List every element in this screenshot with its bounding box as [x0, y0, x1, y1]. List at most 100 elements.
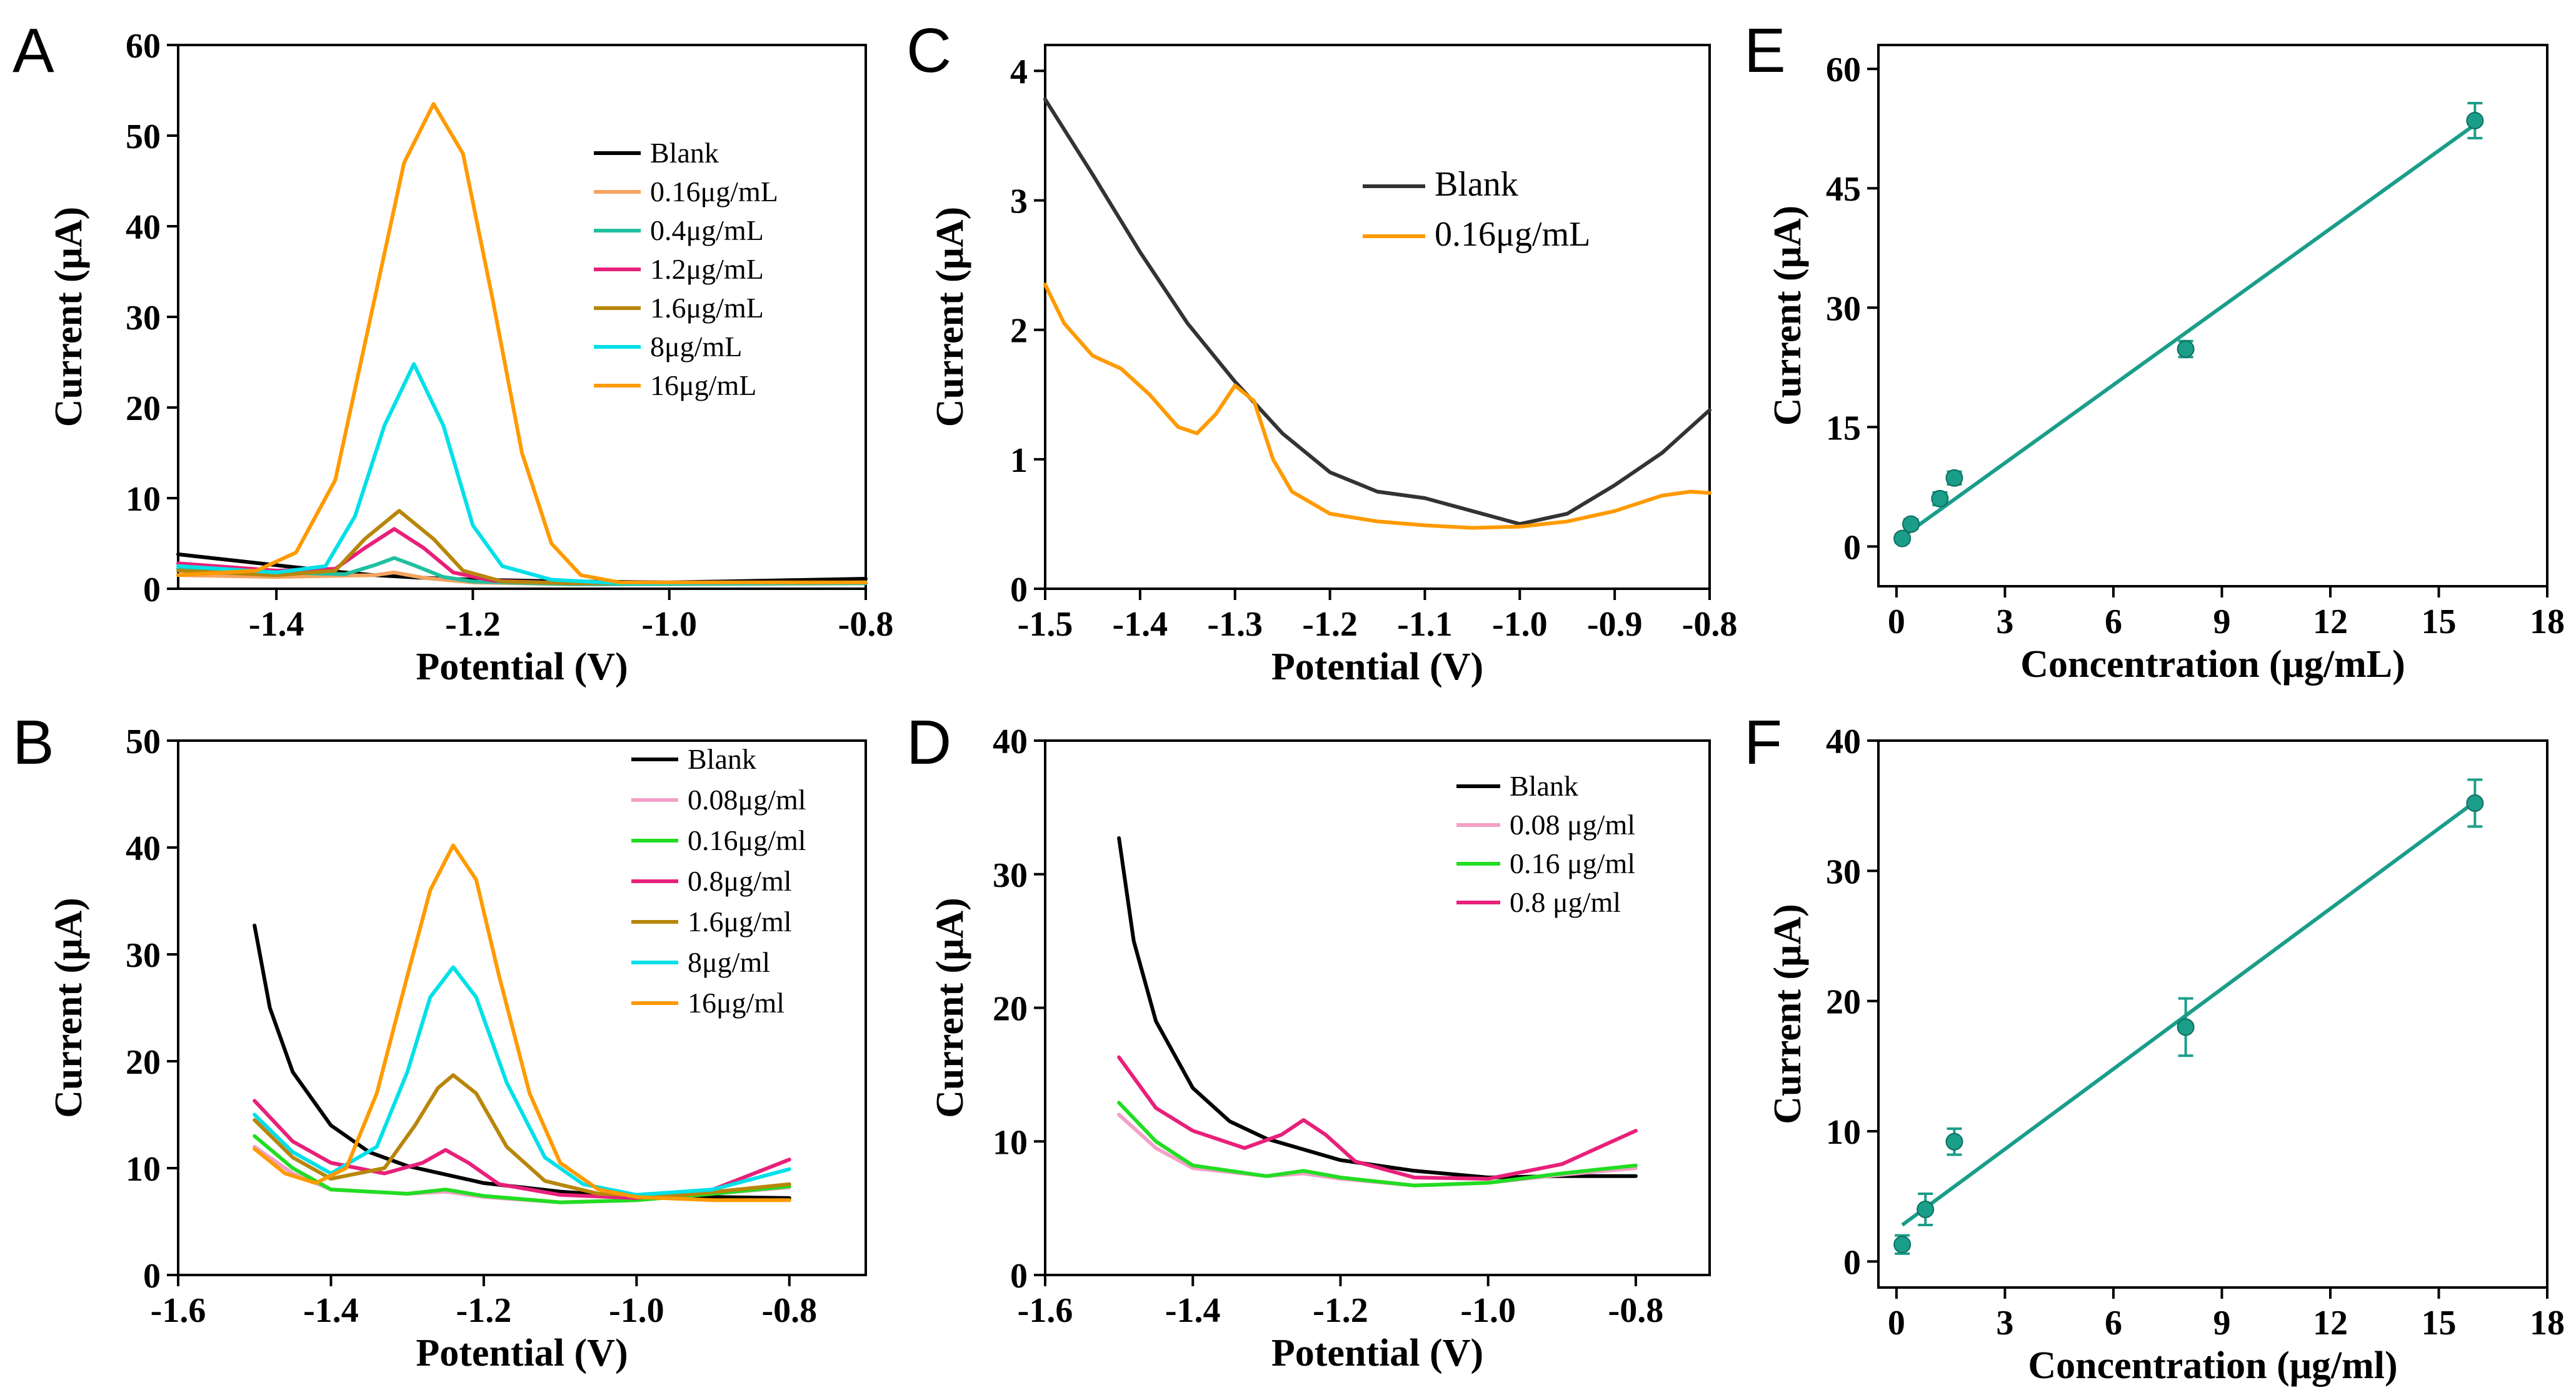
x-tick-label: 18 [2530, 1304, 2565, 1342]
y-tick-label: 60 [126, 27, 161, 66]
x-axis-title: Potential (V) [416, 1332, 628, 1374]
legend-label: Blank [1435, 165, 1518, 204]
data-point [2466, 794, 2484, 812]
legend-label: 1.2μg/mL [650, 253, 764, 285]
legend-label: 8μg/ml [688, 946, 770, 978]
y-axis-title: Current (μA) [1767, 206, 1809, 426]
y-tick-label: 40 [126, 829, 161, 868]
panel-letter: E [1744, 16, 1786, 86]
x-tick-label: 18 [2530, 602, 2565, 641]
y-tick-label: 45 [1826, 170, 1861, 209]
x-tick-label: -1.0 [1492, 605, 1548, 644]
legend: Blank 0.16μg/mL [1363, 165, 1590, 254]
legend-label: 0.8 μg/ml [1510, 886, 1621, 918]
panel-e: E 0 3 6 9 12 15 18 0 15 30 45 60 Concentration (μg/mL… [1744, 16, 2565, 686]
y-tick-label: 60 [1826, 51, 1861, 89]
panel-letter: D [906, 708, 951, 778]
data-point [1902, 515, 1920, 533]
legend-label: 0.08μg/ml [688, 784, 806, 816]
x-tick-label: -1.4 [1165, 1291, 1221, 1330]
series-line [253, 965, 791, 1197]
x-tick-label: 3 [1996, 1304, 2013, 1342]
series-line [1117, 1101, 1638, 1188]
x-tick-label: -1.4 [249, 605, 304, 644]
x-tick-label: -1.3 [1207, 605, 1263, 644]
series-line [1043, 282, 1711, 530]
x-tick-label: 6 [2105, 1304, 2122, 1342]
panel-a: A -1.4 -1.2 -1.0 -0.8 0 10 20 30 40 50 60 Potential … [13, 16, 893, 688]
y-axis-title: Current (μA) [929, 898, 971, 1118]
y-tick-label: 15 [1826, 409, 1861, 448]
y-tick-label: 2 [1010, 312, 1028, 351]
y-tick-label: 0 [143, 1257, 161, 1296]
x-tick-label: 15 [2421, 1304, 2456, 1342]
data-point [1945, 1132, 1963, 1151]
legend-label: Blank [1510, 770, 1578, 802]
x-tick-label: -1.4 [1113, 605, 1168, 644]
panel-c: C -1.5 -1.4 -1.3 -1.2 -1.1 -1.0 -0.9 -0.8 0 1 2 3 4 Po… [906, 16, 1737, 688]
x-tick-label: -0.8 [761, 1291, 817, 1330]
x-tick-label: 12 [2313, 1304, 2348, 1342]
x-tick-label: 0 [1888, 602, 1905, 641]
y-tick-label: 20 [126, 1043, 161, 1082]
x-tick-label: -1.2 [1313, 1291, 1368, 1330]
y-tick-label: 3 [1010, 182, 1028, 221]
data-point [1917, 1201, 1935, 1218]
data-point [1893, 529, 1912, 548]
y-tick-label: 0 [1010, 1257, 1028, 1296]
legend: Blank 0.16μg/mL 0.4μg/mL 1.2μg/mL 1.6μg/mL 8μ… [594, 137, 778, 401]
data-point [1945, 469, 1963, 487]
data-point [2177, 1018, 2195, 1036]
x-axis-title: Potential (V) [1271, 646, 1483, 688]
y-axis-title: Current (μA) [929, 207, 971, 428]
legend-label: 0.4μg/mL [650, 214, 764, 246]
legend-label: 0.16μg/ml [688, 824, 806, 856]
x-axis-title: Concentration (μg/mL) [2020, 643, 2405, 686]
legend: Blank 0.08μg/ml 0.16μg/ml 0.8μg/ml 1.6μg/ml 8… [631, 743, 806, 1019]
legend-label: 0.16μg/mL [1435, 215, 1590, 254]
plot-frame [1877, 739, 2548, 1289]
legend-label: 16μg/mL [650, 369, 756, 401]
y-axis-title: Current (μA) [48, 207, 90, 428]
y-axis-title: Current (μA) [48, 898, 90, 1118]
y-tick-label: 20 [993, 990, 1028, 1029]
y-tick-label: 20 [1826, 983, 1861, 1022]
y-tick-label: 50 [126, 118, 161, 156]
x-tick-label: -1.2 [1302, 605, 1358, 644]
fit-line [1901, 800, 2477, 1227]
y-tick-label: 10 [126, 480, 161, 519]
x-tick-label: -1.0 [609, 1291, 664, 1330]
series-line [176, 362, 868, 586]
y-tick-label: 50 [126, 722, 161, 761]
legend-label: Blank [688, 743, 756, 775]
y-tick-label: 30 [1826, 289, 1861, 328]
x-tick-label: -1.0 [1460, 1291, 1516, 1330]
series-line [253, 843, 791, 1202]
y-tick-label: 30 [126, 299, 161, 338]
x-tick-label: -0.8 [1608, 1291, 1664, 1330]
y-axis-title: Current (μA) [1767, 904, 1809, 1124]
legend: Blank 0.08 μg/ml 0.16 μg/ml 0.8 μg/ml [1456, 770, 1635, 918]
panel-d: D -1.6 -1.4 -1.2 -1.0 -0.8 0 10 20 30 40 Potential … [906, 708, 1711, 1374]
y-tick-label: 30 [1826, 852, 1861, 891]
legend-label: Blank [650, 137, 719, 169]
x-tick-label: 9 [2213, 1304, 2230, 1342]
plot-frame [1044, 44, 1711, 590]
y-tick-label: 10 [1826, 1113, 1861, 1152]
plot-frame [177, 739, 867, 1276]
y-tick-label: 4 [1010, 52, 1028, 91]
x-axis-title: Potential (V) [1271, 1332, 1483, 1374]
data-point [2177, 340, 2195, 358]
x-tick-label: -1.1 [1397, 605, 1453, 644]
y-tick-label: 0 [1843, 1243, 1861, 1282]
y-tick-label: 10 [993, 1123, 1028, 1162]
x-tick-label: 12 [2313, 602, 2348, 641]
panel-letter: C [906, 16, 951, 86]
legend-label: 0.16 μg/ml [1510, 848, 1635, 879]
plot-frame [1877, 44, 2548, 588]
x-tick-label: 3 [1996, 602, 2013, 641]
y-tick-label: 40 [126, 208, 161, 247]
y-tick-label: 0 [1843, 528, 1861, 567]
legend-label: 16μg/ml [688, 987, 784, 1019]
